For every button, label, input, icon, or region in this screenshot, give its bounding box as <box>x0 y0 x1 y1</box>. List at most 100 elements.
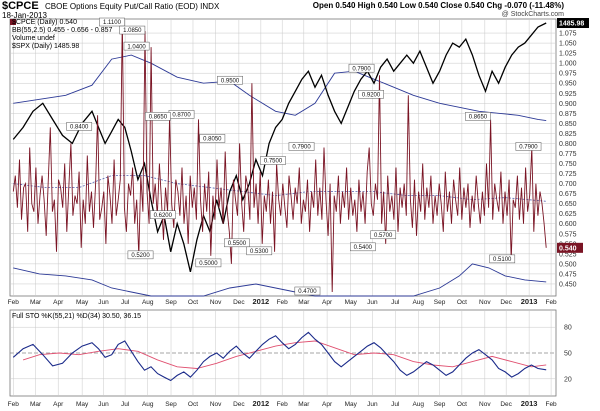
sto-x-tick-label: Dec <box>233 401 245 408</box>
annotation-box <box>195 258 222 268</box>
main-y-tick-label: 0.925 <box>559 91 577 98</box>
main-y-tick-label: 0.600 <box>559 221 577 228</box>
cpce-last-value-box <box>557 242 583 253</box>
main-y-tick-label: 0.700 <box>559 181 577 188</box>
main-y-tick-label: 0.475 <box>559 271 577 278</box>
annotation-label: 0.8050 <box>203 137 222 143</box>
annotation-label: 0.8650 <box>149 115 168 121</box>
main-y-tick-label: 0.625 <box>559 211 577 218</box>
main-x-tick-label: Oct <box>188 299 198 306</box>
annotation-label: 1.0400 <box>127 44 146 50</box>
main-grid <box>10 19 556 296</box>
annotation-label: 0.5400 <box>354 245 373 251</box>
main-x-tick-label: Jun <box>98 299 109 306</box>
main-x-tick-label: May <box>76 299 89 306</box>
sto-y-axis: 20 50 80 <box>564 325 572 384</box>
sto-x-tick-label: 2012 <box>253 399 270 408</box>
sto-x-tick-label: Oct <box>457 401 467 408</box>
main-y-tick-label: 0.800 <box>559 141 577 148</box>
annotation-box <box>348 63 375 73</box>
sto-x-tick-label: Jun <box>367 401 378 408</box>
sto-x-tick-label: Nov <box>210 401 222 408</box>
annotation-label: 0.5300 <box>250 249 269 255</box>
sto-x-tick-label: May <box>345 401 358 408</box>
main-y-tick-label: 0.975 <box>559 71 577 78</box>
cpce-series-line <box>12 18 547 293</box>
annotation-label: 1.0850 <box>123 28 142 34</box>
main-x-tick-label: Jul <box>121 299 130 306</box>
sto-x-tick-label: Jun <box>98 401 109 408</box>
annotation-label: 0.5000 <box>199 261 218 267</box>
spx-last-value-box <box>557 18 589 29</box>
main-x-tick-label: Feb <box>277 299 289 306</box>
cpce-last-value-label: 0.540 <box>559 245 577 252</box>
legend-spx: $SPX (Daily) 1485.98 <box>12 43 79 50</box>
legend-sto: Full STO %K(55,21) %D(34) 30.50, 36.15 <box>12 313 141 320</box>
legend-volume: Volume undef <box>12 35 55 42</box>
main-x-tick-label: Nov <box>210 299 222 306</box>
main-x-tick-label: May <box>345 299 358 306</box>
sto-lines <box>12 331 547 382</box>
annotation-box <box>489 254 516 264</box>
sto-x-tick-label: May <box>76 401 89 408</box>
main-x-tick-label: Sep <box>434 299 446 306</box>
annotation-box <box>145 112 171 121</box>
sto-x-tick-label: Aug <box>412 401 424 408</box>
spx-last-value-label: 1485.98 <box>559 21 584 28</box>
sto-x-tick-label: Apr <box>322 401 333 408</box>
main-x-tick-label: Dec <box>233 299 245 306</box>
main-y-tick-label: 0.900 <box>559 101 577 108</box>
annotation-box <box>123 41 150 51</box>
main-y-tick-label: 0.675 <box>559 191 577 198</box>
annotation-label: 0.7900 <box>519 145 538 151</box>
sto-x-tick-label: Feb <box>545 401 557 408</box>
main-y-tick-label: 0.725 <box>559 171 577 178</box>
main-y-axis: 0.4500.4750.5000.5250.5500.5750.6000.625… <box>557 18 589 288</box>
annotation-box <box>127 250 154 260</box>
main-x-tick-label: Dec <box>500 299 512 306</box>
sto-x-tick-label: Jul <box>121 401 130 408</box>
sto-y-tick-label: 20 <box>564 376 572 383</box>
main-y-tick-label: 0.450 <box>559 281 577 288</box>
annotation-box <box>370 230 397 240</box>
main-x-tick-label: Feb <box>8 299 20 306</box>
annotation-box <box>294 286 321 296</box>
annotation-box <box>119 25 146 35</box>
sto-x-tick-label: Sep <box>434 401 446 408</box>
sto-x-tick-label: Dec <box>500 401 512 408</box>
sto-grid <box>10 310 556 396</box>
annotation-label: 0.7900 <box>292 145 311 151</box>
bb-upper-band <box>13 54 547 122</box>
main-x-tick-label: Apr <box>322 299 333 306</box>
annotation-label: 0.5500 <box>228 241 247 247</box>
main-x-tick-label: Mar <box>30 299 42 306</box>
main-y-tick-label: 1.050 <box>559 41 577 48</box>
main-y-tick-label: 1.000 <box>559 61 577 68</box>
annotation-box <box>288 142 315 151</box>
main-y-tick-label: 0.500 <box>559 261 577 268</box>
main-x-tick-label: Mar <box>298 299 310 306</box>
annotation-label: 0.9500 <box>221 78 240 84</box>
annotation-label: 0.8650 <box>469 115 488 121</box>
main-y-tick-label: 1.075 <box>559 31 577 38</box>
sto-y-tick-label: 50 <box>564 351 572 358</box>
main-x-axis: Feb Mar Apr May Jun Jul Aug Sep Oct Nov Dec 2012 Feb… <box>8 297 557 306</box>
annotation-box <box>99 17 125 27</box>
annotation-box <box>199 134 226 143</box>
main-x-tick-label: Jul <box>391 299 400 306</box>
sto-x-tick-label: Mar <box>298 401 310 408</box>
main-y-tick-label: 1.025 <box>559 51 577 58</box>
annotation-label: 0.6200 <box>154 213 173 219</box>
annotation-label: 0.7900 <box>352 66 371 72</box>
symbol-title: $CPCE <box>2 0 39 12</box>
sto-x-axis: Feb Mar Apr May Jun Jul Aug Sep Oct Nov Dec 2012 Feb… <box>8 399 557 408</box>
sto-x-tick-label: Nov <box>479 401 491 408</box>
main-y-tick-label: 0.825 <box>559 131 577 138</box>
annotation-box <box>515 142 542 151</box>
annotation-box <box>350 242 376 252</box>
main-x-tick-label: Aug <box>412 299 424 306</box>
main-x-tick-label: Feb <box>545 299 557 306</box>
